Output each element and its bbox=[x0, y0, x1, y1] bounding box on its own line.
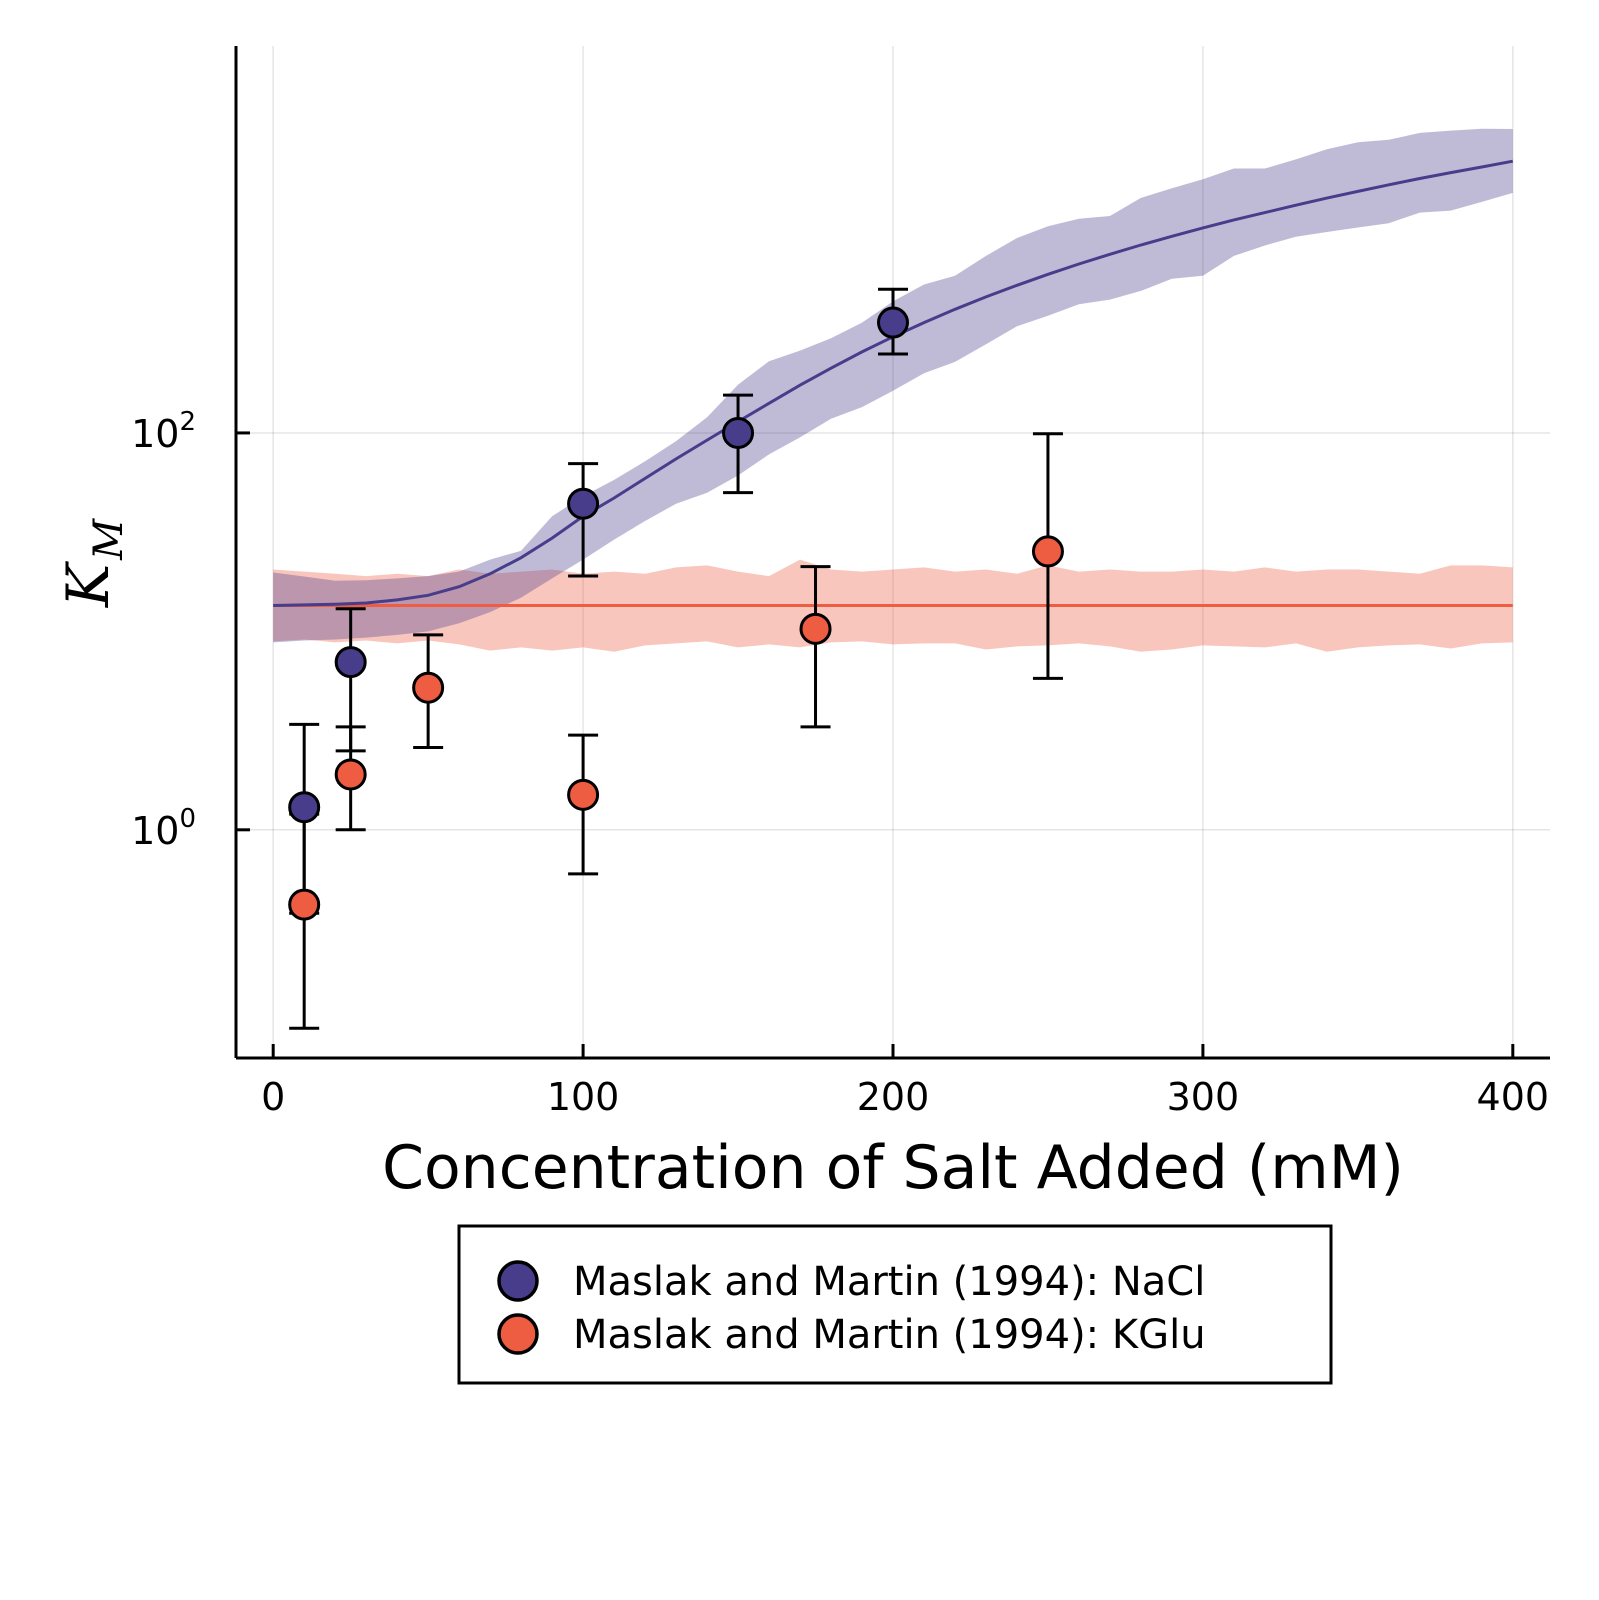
kglu-data-point bbox=[1031, 535, 1064, 568]
x-axis-label: Concentration of Salt Added (mM) bbox=[382, 1133, 1404, 1203]
nacl-data-point bbox=[288, 791, 321, 824]
legend: Maslak and Martin (1994): NaCl Maslak and… bbox=[457, 1224, 1333, 1385]
x-tick-label: 0 bbox=[261, 1075, 285, 1119]
x-tick-label: 100 bbox=[547, 1075, 620, 1119]
legend-marker-kglu bbox=[497, 1313, 539, 1355]
grid bbox=[236, 46, 1550, 1058]
kglu-data-point bbox=[412, 671, 445, 704]
nacl-data-point bbox=[334, 646, 367, 679]
y-tick-label: 102 bbox=[131, 407, 196, 456]
legend-label-kglu: Maslak and Martin (1994): KGlu bbox=[573, 1312, 1206, 1358]
kglu-data-point bbox=[799, 612, 832, 645]
legend-label-nacl: Maslak and Martin (1994): NaCl bbox=[573, 1259, 1205, 1305]
svg-text:KM: KM bbox=[54, 518, 132, 608]
nacl-data-point bbox=[877, 306, 909, 339]
legend-box bbox=[457, 1224, 1333, 1385]
kglu-data-point bbox=[567, 778, 600, 811]
legend-marker-nacl bbox=[497, 1260, 539, 1302]
y-axis-label: KM bbox=[54, 518, 132, 608]
nacl-data-point bbox=[722, 416, 755, 449]
kglu-data-point bbox=[288, 888, 321, 921]
data-points bbox=[288, 306, 1064, 921]
kglu-data-point bbox=[334, 758, 367, 791]
error-bars bbox=[289, 287, 1063, 1030]
y-axis-label-sub: M bbox=[86, 518, 132, 561]
x-tick-label: 300 bbox=[1167, 1075, 1240, 1119]
legend-items: Maslak and Martin (1994): NaCl Maslak and… bbox=[497, 1259, 1206, 1358]
x-ticks: 0 100 200 300 400 bbox=[261, 1044, 1550, 1119]
x-tick-label: 400 bbox=[1477, 1075, 1550, 1119]
y-tick-label: 100 bbox=[131, 804, 196, 853]
x-tick-label: 200 bbox=[857, 1075, 930, 1119]
nacl-data-point bbox=[567, 487, 600, 520]
y-axis-label-base: K bbox=[54, 560, 122, 608]
y-ticks: 100 102 bbox=[131, 407, 250, 853]
